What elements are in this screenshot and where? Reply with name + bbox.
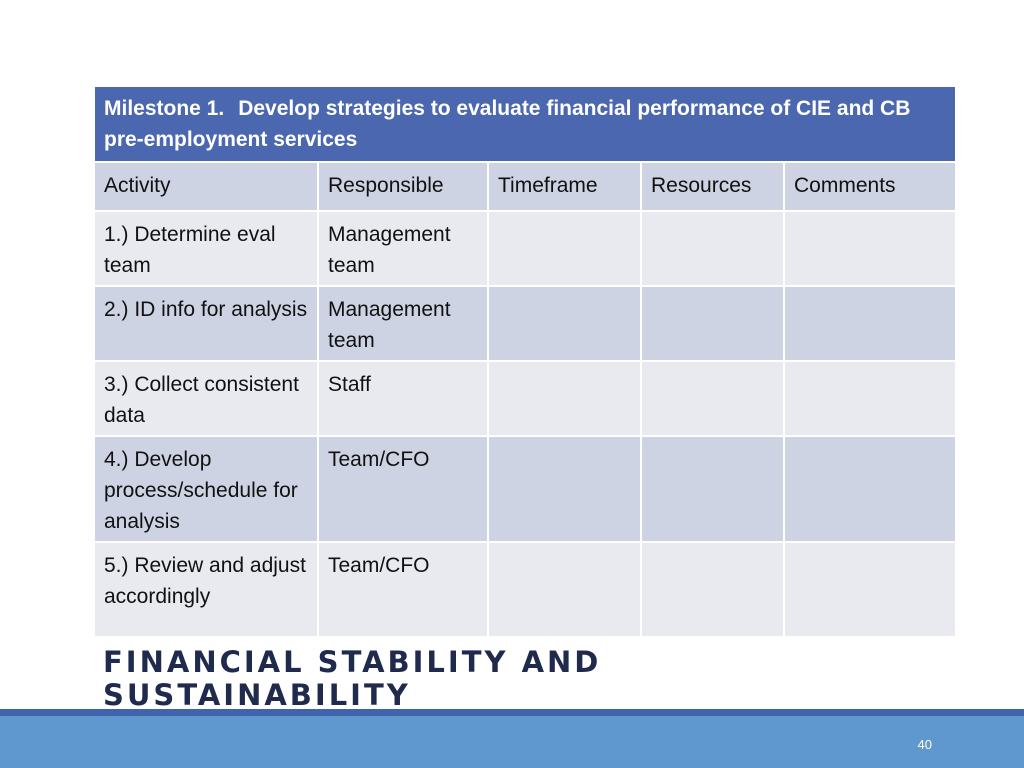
milestone-title-cell: Milestone 1. Develop strategies to evalua… (92, 85, 958, 163)
table-row: 4.) Develop process/schedule for analysi… (93, 435, 958, 543)
cell-timeframe (487, 541, 642, 638)
column-header-activity: Activity (93, 161, 319, 212)
cell-responsible: Management team (317, 210, 489, 287)
cell-activity: 5.) Review and adjust accordingly (93, 541, 319, 638)
cell-resources (640, 435, 785, 543)
table-row: 3.) Collect consistent data Staff (93, 360, 958, 437)
cell-responsible: Staff (317, 360, 489, 437)
cell-comments (782, 210, 958, 287)
cell-timeframe (487, 435, 642, 543)
milestone-table: Milestone 1. Develop strategies to evalua… (92, 85, 958, 638)
cell-resources (640, 285, 785, 362)
cell-activity: 2.) ID info for analysis (93, 285, 319, 362)
table-row: 1.) Determine eval team Management team (93, 210, 958, 287)
cell-comments (782, 285, 958, 362)
cell-comments (782, 360, 958, 437)
milestone-label: Milestone 1. (104, 97, 225, 120)
cell-comments (782, 541, 958, 638)
milestone-text: Develop strategies to evaluate financial… (104, 97, 911, 151)
table-header-row: Activity Responsible Timeframe Resources… (93, 161, 958, 212)
column-header-responsible: Responsible (317, 161, 489, 212)
cell-timeframe (487, 285, 642, 362)
table-row: 5.) Review and adjust accordingly Team/C… (93, 541, 958, 638)
footer-bar (0, 716, 1024, 768)
milestone-title-row: Milestone 1. Develop strategies to evalua… (92, 85, 958, 163)
cell-resources (640, 360, 785, 437)
column-header-resources: Resources (640, 161, 785, 212)
cell-activity: 4.) Develop process/schedule for analysi… (93, 435, 319, 543)
page-number: 40 (917, 737, 932, 752)
cell-activity: 3.) Collect consistent data (93, 360, 319, 437)
cell-responsible: Team/CFO (317, 541, 489, 638)
cell-activity: 1.) Determine eval team (93, 210, 319, 287)
column-header-timeframe: Timeframe (487, 161, 642, 212)
table-row: 2.) ID info for analysis Management team (93, 285, 958, 362)
cell-responsible: Team/CFO (317, 435, 489, 543)
cell-comments (782, 435, 958, 543)
cell-timeframe (487, 360, 642, 437)
cell-resources (640, 210, 785, 287)
cell-responsible: Management team (317, 285, 489, 362)
cell-timeframe (487, 210, 642, 287)
column-header-comments: Comments (782, 161, 958, 212)
footer-accent-bar (0, 709, 1024, 716)
slide-title: FINANCIAL STABILITY AND SUSTAINABILITY (103, 645, 602, 712)
cell-resources (640, 541, 785, 638)
